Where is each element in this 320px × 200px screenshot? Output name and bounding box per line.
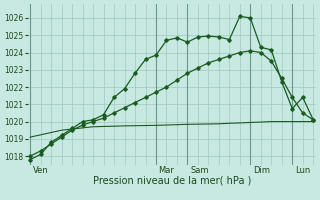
Text: Ven: Ven xyxy=(33,166,49,175)
Text: Sam: Sam xyxy=(190,166,209,175)
X-axis label: Pression niveau de la mer( hPa ): Pression niveau de la mer( hPa ) xyxy=(92,176,251,186)
Text: Lun: Lun xyxy=(295,166,310,175)
Text: Mar: Mar xyxy=(159,166,174,175)
Text: Dim: Dim xyxy=(253,166,270,175)
